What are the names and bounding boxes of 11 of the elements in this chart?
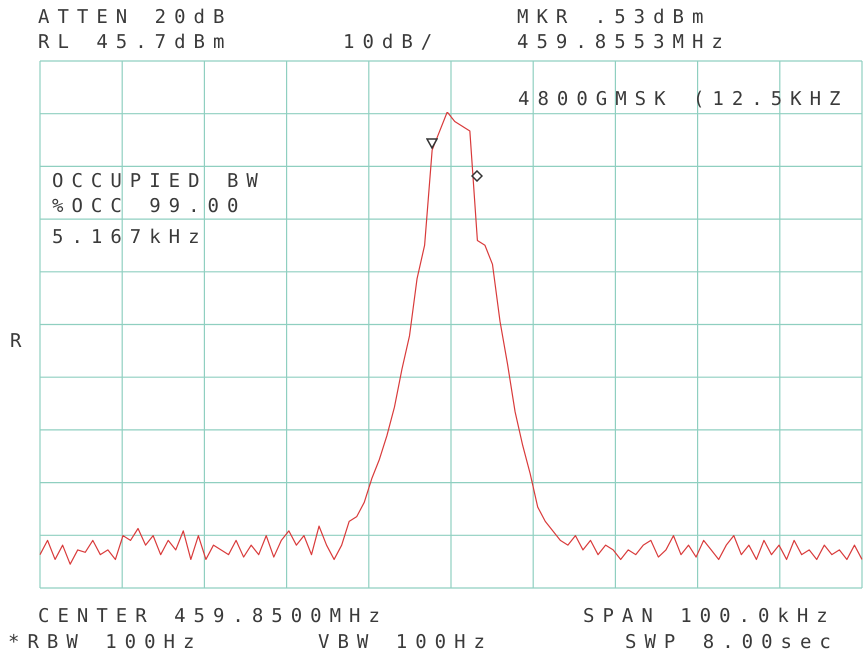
text: 459.8553MHz bbox=[517, 31, 731, 53]
text: MKR .53dBm bbox=[517, 6, 712, 28]
text: R bbox=[10, 330, 30, 352]
text: RL 45.7dBm bbox=[38, 31, 232, 53]
text: *RBW 100Hz bbox=[8, 631, 202, 653]
text: 10dB/ bbox=[343, 31, 440, 53]
text: SWP 8.00sec bbox=[625, 631, 839, 653]
text: SPAN 100.0kHz bbox=[583, 605, 836, 627]
text: VBW 100Hz bbox=[318, 631, 493, 653]
text: CENTER 459.8500MHz bbox=[38, 605, 388, 627]
text: ATTEN 20dB bbox=[38, 6, 232, 28]
